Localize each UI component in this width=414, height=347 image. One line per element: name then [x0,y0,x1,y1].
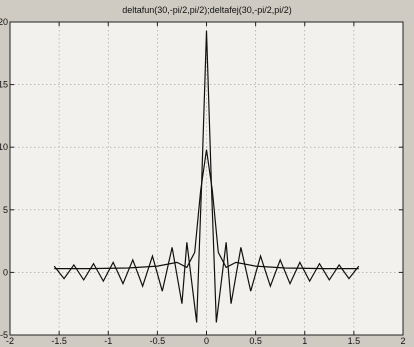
x-tick-label: -1 [104,336,112,346]
x-tick-label: 1 [302,336,307,346]
x-tick-label: 2 [400,336,405,346]
chart-title: deltafun(30,-pi/2,pi/2);deltafej(30,-pi/… [122,5,292,15]
x-tick-label: 0 [204,336,209,346]
x-tick-label: -0.5 [150,336,166,346]
y-tick-label: -5 [0,330,8,340]
y-tick-label: 0 [3,267,8,277]
y-tick-label: 5 [3,205,8,215]
x-tick-label: 1.5 [348,336,361,346]
y-tick-label: 10 [0,142,8,152]
x-tick-label: -1.5 [51,336,67,346]
x-tick-label: 0.5 [249,336,262,346]
y-tick-label: 20 [0,17,8,27]
y-tick-label: 15 [0,80,8,90]
